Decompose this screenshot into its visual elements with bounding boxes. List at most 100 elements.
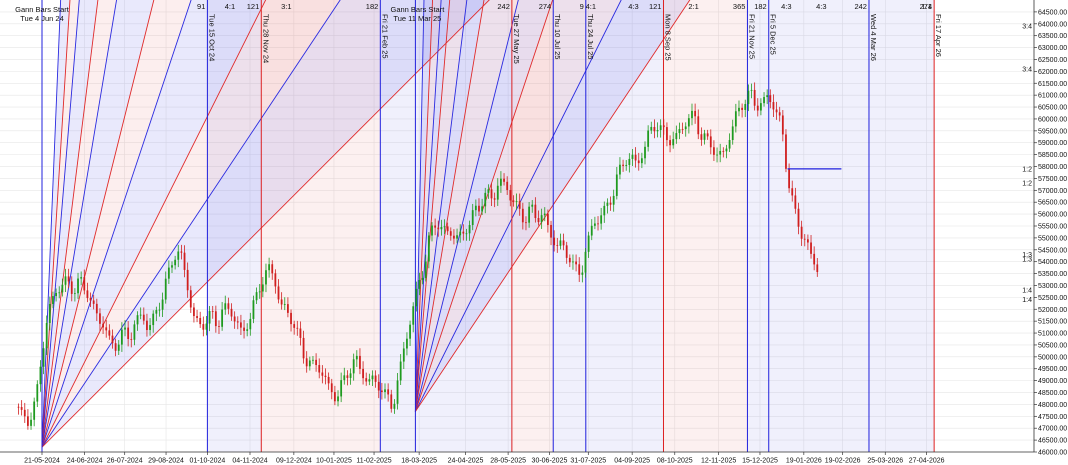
price-bar-body xyxy=(722,150,725,152)
price-bar-body xyxy=(753,89,756,106)
price-bar-body xyxy=(781,115,784,135)
y-tick-label: 58500.00 xyxy=(1038,152,1067,159)
price-bar-body xyxy=(750,89,753,91)
x-tick-label: 27-04-2026 xyxy=(909,458,945,465)
x-tick-label: 26-07-2024 xyxy=(107,458,143,465)
price-bar-body xyxy=(565,245,568,258)
price-bar-body xyxy=(559,240,562,246)
price-bar-body xyxy=(806,239,809,243)
time-band xyxy=(511,0,554,452)
time-marker-label: Fri 21 Nov 25 xyxy=(747,14,756,59)
price-bar-body xyxy=(581,272,584,275)
price-bar-body xyxy=(612,195,615,205)
y-tick-label: 51500.00 xyxy=(1038,319,1067,326)
y-tick-label: 47500.00 xyxy=(1038,414,1067,421)
price-bar-body xyxy=(672,139,675,146)
price-bar-body xyxy=(189,290,192,308)
price-bar-body xyxy=(293,324,296,328)
price-bar-body xyxy=(694,110,697,117)
price-bar-body xyxy=(537,218,540,223)
price-bar-body xyxy=(769,95,772,103)
price-bar-body xyxy=(766,95,769,98)
price-bar-body xyxy=(299,328,302,338)
price-bar-body xyxy=(546,213,549,225)
price-bar-body xyxy=(593,223,596,226)
price-bar-body xyxy=(199,317,202,325)
price-bar-body xyxy=(550,224,552,238)
price-bar-body xyxy=(597,223,599,225)
price-bar-body xyxy=(99,313,101,324)
price-bar-body xyxy=(312,359,314,361)
price-bar-body xyxy=(415,288,418,307)
price-bar-body xyxy=(17,406,20,408)
price-bar-body xyxy=(249,318,252,330)
price-bar-body xyxy=(515,201,518,202)
price-bar-body xyxy=(669,140,671,146)
price-bar-body xyxy=(713,147,715,155)
price-bar-body xyxy=(418,280,421,289)
price-bar-body xyxy=(362,368,364,379)
price-bar-body xyxy=(296,327,299,329)
price-bar-body xyxy=(421,277,424,281)
price-bar-body xyxy=(772,102,775,110)
time-marker-count: 274 xyxy=(539,2,552,11)
price-bar-body xyxy=(640,158,643,164)
price-bar-body xyxy=(659,125,662,131)
price-bar-body xyxy=(800,226,803,239)
price-bar-body xyxy=(709,136,712,148)
price-bar-body xyxy=(243,327,245,331)
y-tick-label: 64000.00 xyxy=(1038,21,1067,28)
x-tick-label: 04-09-2025 xyxy=(614,458,650,465)
top-ratio-label: 1:1 xyxy=(921,2,931,11)
price-bar-body xyxy=(280,299,283,305)
y-tick-label: 64500.00 xyxy=(1038,9,1067,16)
price-bar-body xyxy=(120,329,123,345)
y-tick-label: 52500.00 xyxy=(1038,295,1067,302)
price-bar-body xyxy=(396,380,399,404)
time-marker-count: 121 xyxy=(649,2,662,11)
price-bar-body xyxy=(80,277,83,279)
time-marker-label: Thu 24 Jul 25 xyxy=(586,14,595,59)
price-bar-body xyxy=(67,276,70,282)
price-bar-body xyxy=(36,384,39,402)
price-bar-body xyxy=(155,310,158,314)
price-bar-body xyxy=(227,303,230,309)
price-bar-body xyxy=(431,225,433,236)
price-bar-body xyxy=(474,205,477,211)
price-bars xyxy=(17,82,842,430)
price-bar-body xyxy=(290,312,292,325)
y-tick-label: 59500.00 xyxy=(1038,128,1067,135)
price-bar-body xyxy=(634,154,637,161)
price-bar-body xyxy=(274,273,277,287)
price-bar-body xyxy=(158,309,161,311)
price-bar-body xyxy=(578,264,581,275)
y-tick-label: 62000.00 xyxy=(1038,69,1067,76)
price-bar-body xyxy=(453,235,455,239)
price-bar-body xyxy=(265,270,267,285)
fan-2-line xyxy=(415,0,691,412)
y-tick-label: 53000.00 xyxy=(1038,283,1067,290)
y-tick-label: 52000.00 xyxy=(1038,307,1067,314)
top-ratio-label: 4:1 xyxy=(225,2,235,11)
price-bar-body xyxy=(343,375,346,381)
price-bar-body xyxy=(572,261,574,263)
price-bar-body xyxy=(637,160,640,164)
price-bar-body xyxy=(105,327,108,331)
price-bar-body xyxy=(117,344,120,351)
price-bar-body xyxy=(446,226,449,232)
price-bar-body xyxy=(650,126,653,131)
x-tick-label: 24-06-2024 xyxy=(67,458,103,465)
y-tick-label: 59000.00 xyxy=(1038,140,1067,147)
price-bar-body xyxy=(681,129,684,130)
price-bar-body xyxy=(321,372,324,376)
price-bar-body xyxy=(525,222,527,224)
x-tick-label: 28-05-2025 xyxy=(490,458,526,465)
right-ratio-label: 3:4 xyxy=(1022,66,1032,73)
price-bar-body xyxy=(706,133,709,137)
y-tick-label: 50000.00 xyxy=(1038,354,1067,361)
time-marker-label: Tue 27 May 25 xyxy=(512,14,521,64)
price-bar-body xyxy=(731,126,734,141)
price-bar-body xyxy=(703,133,706,140)
price-bar-body xyxy=(183,252,186,270)
price-bar-body xyxy=(456,235,458,239)
